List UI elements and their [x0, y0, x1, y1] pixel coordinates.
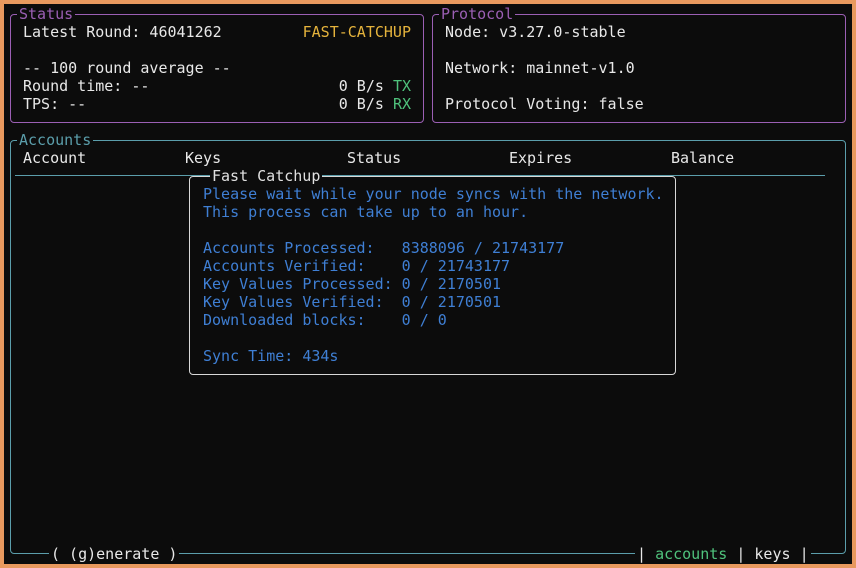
- kv-verified: Key Values Verified: 0 / 2170501: [203, 293, 502, 311]
- accounts-processed: Accounts Processed: 8388096 / 21743177: [203, 239, 565, 257]
- tab-separator: |: [799, 545, 809, 563]
- catchup-message-1: Please wait while your node syncs with t…: [203, 185, 664, 203]
- terminal-screen: Status Latest Round: 46041262 FAST-CATCH…: [4, 4, 852, 564]
- fast-catchup-dialog: Fast Catchup Please wait while your node…: [189, 167, 676, 375]
- tab-keys[interactable]: keys: [754, 545, 791, 563]
- column-status[interactable]: Status: [347, 149, 402, 167]
- node-version: Node: v3.27.0-stable: [445, 23, 626, 41]
- column-expires[interactable]: Expires: [509, 149, 573, 167]
- tab-separator: |: [637, 545, 647, 563]
- rx-label: RX: [392, 95, 411, 113]
- accounts-verified: Accounts Verified: 0 / 21743177: [203, 257, 511, 275]
- sync-time: Sync Time: 434s: [203, 347, 339, 365]
- protocol-title: Protocol: [439, 5, 516, 23]
- rx-rate: 0 B/s: [338, 95, 384, 113]
- catchup-message-2: This process can take up to an hour.: [203, 203, 529, 221]
- downloaded-blocks: Downloaded blocks: 0 / 0: [203, 311, 447, 329]
- tab-separator: |: [736, 545, 746, 563]
- header-divider: [15, 175, 825, 176]
- status-panel: Status Latest Round: 46041262 FAST-CATCH…: [10, 5, 424, 123]
- protocol-voting: Protocol Voting: false: [445, 95, 644, 113]
- average-header: -- 100 round average --: [23, 59, 231, 77]
- accounts-title: Accounts: [17, 131, 94, 149]
- protocol-panel: Protocol Node: v3.27.0-stable Network: m…: [432, 5, 846, 123]
- tab-accounts[interactable]: accounts: [655, 545, 728, 563]
- tx-label: TX: [392, 77, 411, 95]
- status-title: Status: [17, 5, 76, 23]
- column-account[interactable]: Account: [23, 149, 87, 167]
- state-badge: FAST-CATCHUP: [302, 23, 411, 41]
- network: Network: mainnet-v1.0: [445, 59, 635, 77]
- generate-button[interactable]: ( (g)enerate ): [49, 545, 180, 563]
- column-balance[interactable]: Balance: [671, 149, 735, 167]
- accounts-panel: Accounts Account Keys Status Expires Bal…: [10, 131, 846, 563]
- catchup-title: Fast Catchup: [210, 167, 323, 185]
- tx-rate: 0 B/s: [338, 77, 384, 95]
- kv-processed: Key Values Processed: 0 / 2170501: [203, 275, 502, 293]
- column-keys[interactable]: Keys: [185, 149, 222, 167]
- tps: TPS: --: [23, 95, 87, 113]
- latest-round: Latest Round: 46041262: [23, 23, 222, 41]
- round-time: Round time: --: [23, 77, 150, 95]
